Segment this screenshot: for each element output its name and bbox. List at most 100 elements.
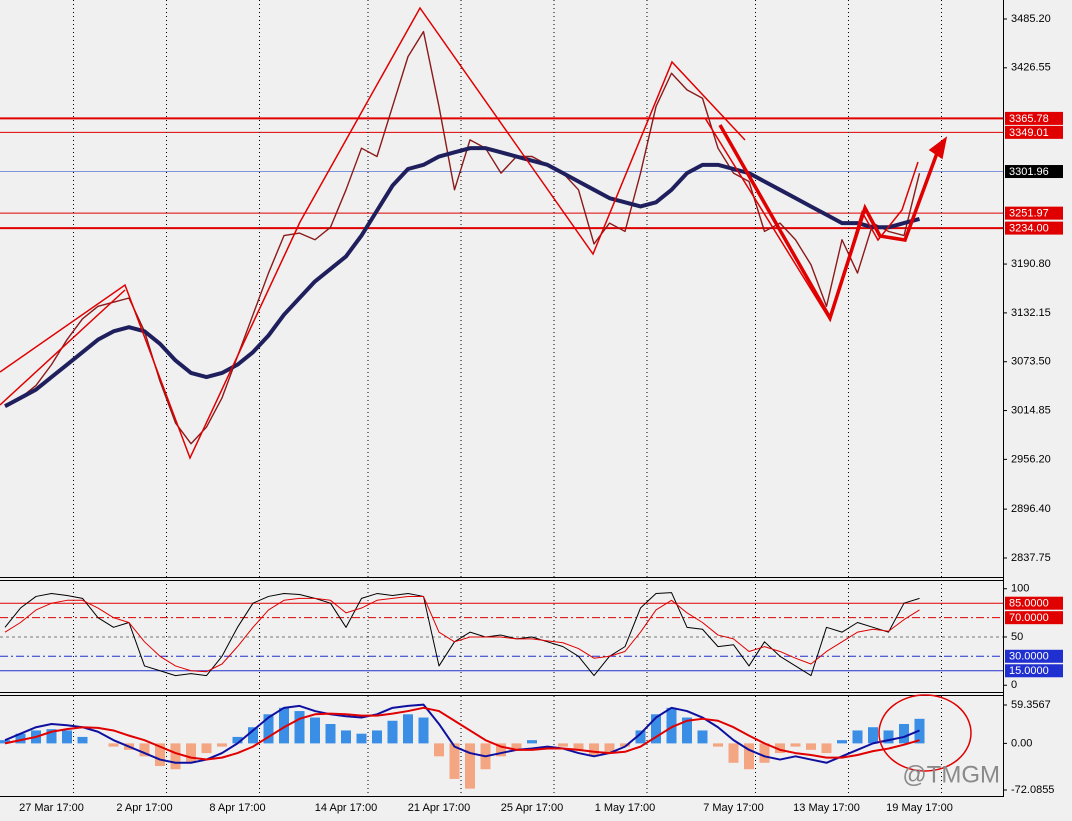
histogram-bar	[449, 743, 460, 779]
level-label: 3234.00	[1009, 223, 1049, 235]
level-label: 85.0000	[1009, 598, 1049, 610]
level-label-box	[1005, 206, 1063, 220]
histogram-bar	[496, 743, 506, 757]
series-line	[4, 592, 920, 677]
zigzag	[704, 117, 919, 322]
y-tick-label: -72.0855	[1011, 784, 1054, 796]
histogram-bar	[511, 743, 522, 750]
histogram-bar	[806, 743, 816, 750]
zigzag	[0, 289, 126, 406]
level-label: 3301.96	[1009, 166, 1049, 178]
histogram-bar	[310, 717, 320, 744]
histogram-bar	[403, 714, 413, 744]
y-tick-label: 3485.20	[1011, 13, 1051, 25]
y-tick-label: 3014.85	[1011, 404, 1051, 416]
level-label: 3365.78	[1009, 113, 1049, 125]
histogram-bar	[77, 736, 88, 744]
histogram-bar	[108, 743, 119, 747]
level-label-box	[1005, 165, 1063, 179]
histogram-bar	[558, 743, 568, 747]
level-label: 30.0000	[1009, 651, 1049, 663]
level-label: 15.0000	[1009, 665, 1049, 677]
y-tick-label: 100	[1011, 583, 1029, 595]
x-tick-label: 25 Apr 17:00	[501, 802, 563, 814]
level-label-box	[1005, 125, 1063, 139]
x-tick-label: 14 Apr 17:00	[315, 802, 377, 814]
x-tick-label: 7 May 17:00	[703, 802, 764, 814]
histogram-bar	[356, 733, 367, 744]
zigzag	[0, 6, 746, 460]
y-tick-label: 3132.15	[1011, 307, 1051, 319]
y-tick-label: 3190.80	[1011, 258, 1051, 270]
x-tick-label: 21 Apr 17:00	[408, 802, 470, 814]
y-tick-label: 0	[1011, 679, 1017, 691]
histogram-bar	[635, 730, 646, 744]
x-tick-label: 27 Mar 17:00	[19, 802, 84, 814]
histogram-bar	[682, 717, 692, 744]
series-line	[4, 706, 920, 761]
histogram-bar	[46, 729, 57, 744]
y-tick-label: 59.3567	[1011, 699, 1051, 711]
histogram-bar	[170, 743, 181, 770]
histogram-bar	[697, 730, 708, 744]
histogram-bar	[294, 711, 305, 744]
level-label-box	[1005, 611, 1063, 625]
histogram-bar	[232, 736, 243, 744]
histogram-bar	[775, 743, 785, 754]
level-label-box	[1005, 111, 1063, 125]
histogram-bar	[899, 723, 909, 744]
y-tick-label: 0.00	[1011, 737, 1032, 749]
level-label: 3349.01	[1009, 127, 1049, 139]
histogram-bar	[821, 743, 832, 754]
watermark: @TMGM	[902, 761, 1000, 788]
histogram-bar	[465, 743, 475, 789]
histogram-bar	[759, 743, 770, 763]
y-tick-label: 2956.20	[1011, 453, 1051, 465]
histogram-bar	[62, 730, 72, 744]
histogram-bar	[728, 743, 739, 763]
y-tick-label: 50	[1011, 631, 1023, 643]
histogram-bar	[155, 743, 165, 767]
plots	[0, 30, 925, 789]
histogram-bar	[325, 723, 336, 744]
annotations	[0, 6, 972, 772]
histogram-bar	[852, 730, 863, 744]
histogram-bar	[837, 740, 847, 744]
panel-borders	[0, 0, 1004, 797]
series-line	[4, 703, 920, 764]
histogram-bar	[201, 743, 212, 754]
level-label: 3251.97	[1009, 208, 1049, 220]
y-tick-label: 3073.50	[1011, 356, 1051, 368]
level-label: 70.0000	[1009, 612, 1049, 624]
histogram-bar	[744, 743, 754, 770]
series-line	[4, 595, 920, 673]
histogram-bar	[248, 727, 258, 744]
histogram-bar	[527, 740, 537, 744]
level-label-box	[1005, 221, 1063, 235]
labels: 3485.20 3426.55 3190.80 3132.15 3073.50 3014.…	[19, 13, 1063, 814]
y-tick-label: 3426.55	[1011, 62, 1051, 74]
level-label-box	[1005, 649, 1063, 663]
histogram-bar	[15, 733, 26, 744]
arrow-head	[928, 136, 948, 160]
histogram-bar	[620, 743, 630, 747]
x-tick-label: 1 May 17:00	[595, 802, 656, 814]
level-label-box	[1005, 596, 1063, 610]
histogram-bar	[790, 743, 801, 747]
x-tick-label: 2 Apr 17:00	[116, 802, 172, 814]
x-tick-label: 13 May 17:00	[793, 802, 860, 814]
histogram-bar	[604, 743, 615, 754]
histogram-bar	[434, 743, 444, 757]
highlight-circle	[878, 694, 972, 772]
histogram-bar	[418, 717, 429, 744]
histogram-bar	[279, 707, 289, 744]
histogram-bar	[0, 740, 10, 744]
level-label-box	[1005, 664, 1063, 678]
series-line	[4, 146, 921, 409]
y-tick-label: 2837.75	[1011, 552, 1051, 564]
histogram-bar	[589, 743, 599, 757]
histogram-bar	[341, 730, 351, 744]
x-tick-label: 8 Apr 17:00	[209, 802, 265, 814]
histogram-bar	[263, 714, 274, 744]
